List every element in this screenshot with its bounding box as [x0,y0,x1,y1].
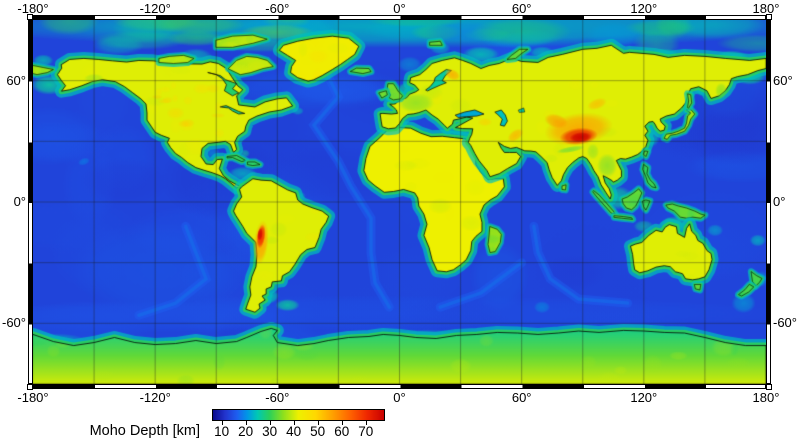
colorbar-tick-label: 30 [262,424,278,439]
colorbar-tick [269,421,271,425]
colorbar-tick-label: 10 [214,424,230,439]
lon-label: 120° [630,1,658,16]
lon-label: -60° [265,1,290,16]
world-moho-heatmap [33,20,766,384]
lon-label: -180° [17,390,49,405]
frame-corner-tl [27,14,33,20]
colorbar [212,409,385,421]
colorbar-tick [341,421,343,425]
lon-label: 0° [393,390,406,405]
colorbar-tick [317,421,319,425]
colorbar-tick-label: 40 [286,424,302,439]
frame-corner-tr [766,14,772,20]
colorbar-tick-label: 50 [310,424,326,439]
lat-label: 60° [6,72,26,88]
lat-label: -60° [773,315,797,331]
colorbar-tick [293,421,295,425]
frame-corner-br [766,384,772,390]
lon-label: -120° [139,1,171,16]
frame-bottom [33,384,766,389]
colorbar-tick [365,421,367,425]
lat-label: 0° [773,194,786,209]
frame-right [766,20,771,384]
lon-label: -60° [265,390,290,405]
lon-label: 120° [630,390,658,405]
lon-label: -120° [139,390,171,405]
lat-label: 0° [13,194,26,209]
colorbar-tick-label: 20 [238,424,254,439]
frame-corner-bl [27,384,33,390]
lon-label: 0° [393,1,406,16]
lon-label: 60° [511,390,532,405]
lon-label: 180° [752,390,780,405]
frame-left [28,20,33,384]
lon-label: -180° [17,1,49,16]
colorbar-title: Moho Depth [km] [89,423,200,439]
lat-label: 60° [773,72,793,88]
colorbar-tick [221,421,223,425]
colorbar-tick-label: 60 [334,424,350,439]
lon-label: 180° [752,1,780,16]
colorbar-tick-label: 70 [358,424,374,439]
lat-label: -60° [2,315,26,331]
colorbar-tick [245,421,247,425]
frame-top [33,15,766,20]
lon-label: 60° [511,1,532,16]
